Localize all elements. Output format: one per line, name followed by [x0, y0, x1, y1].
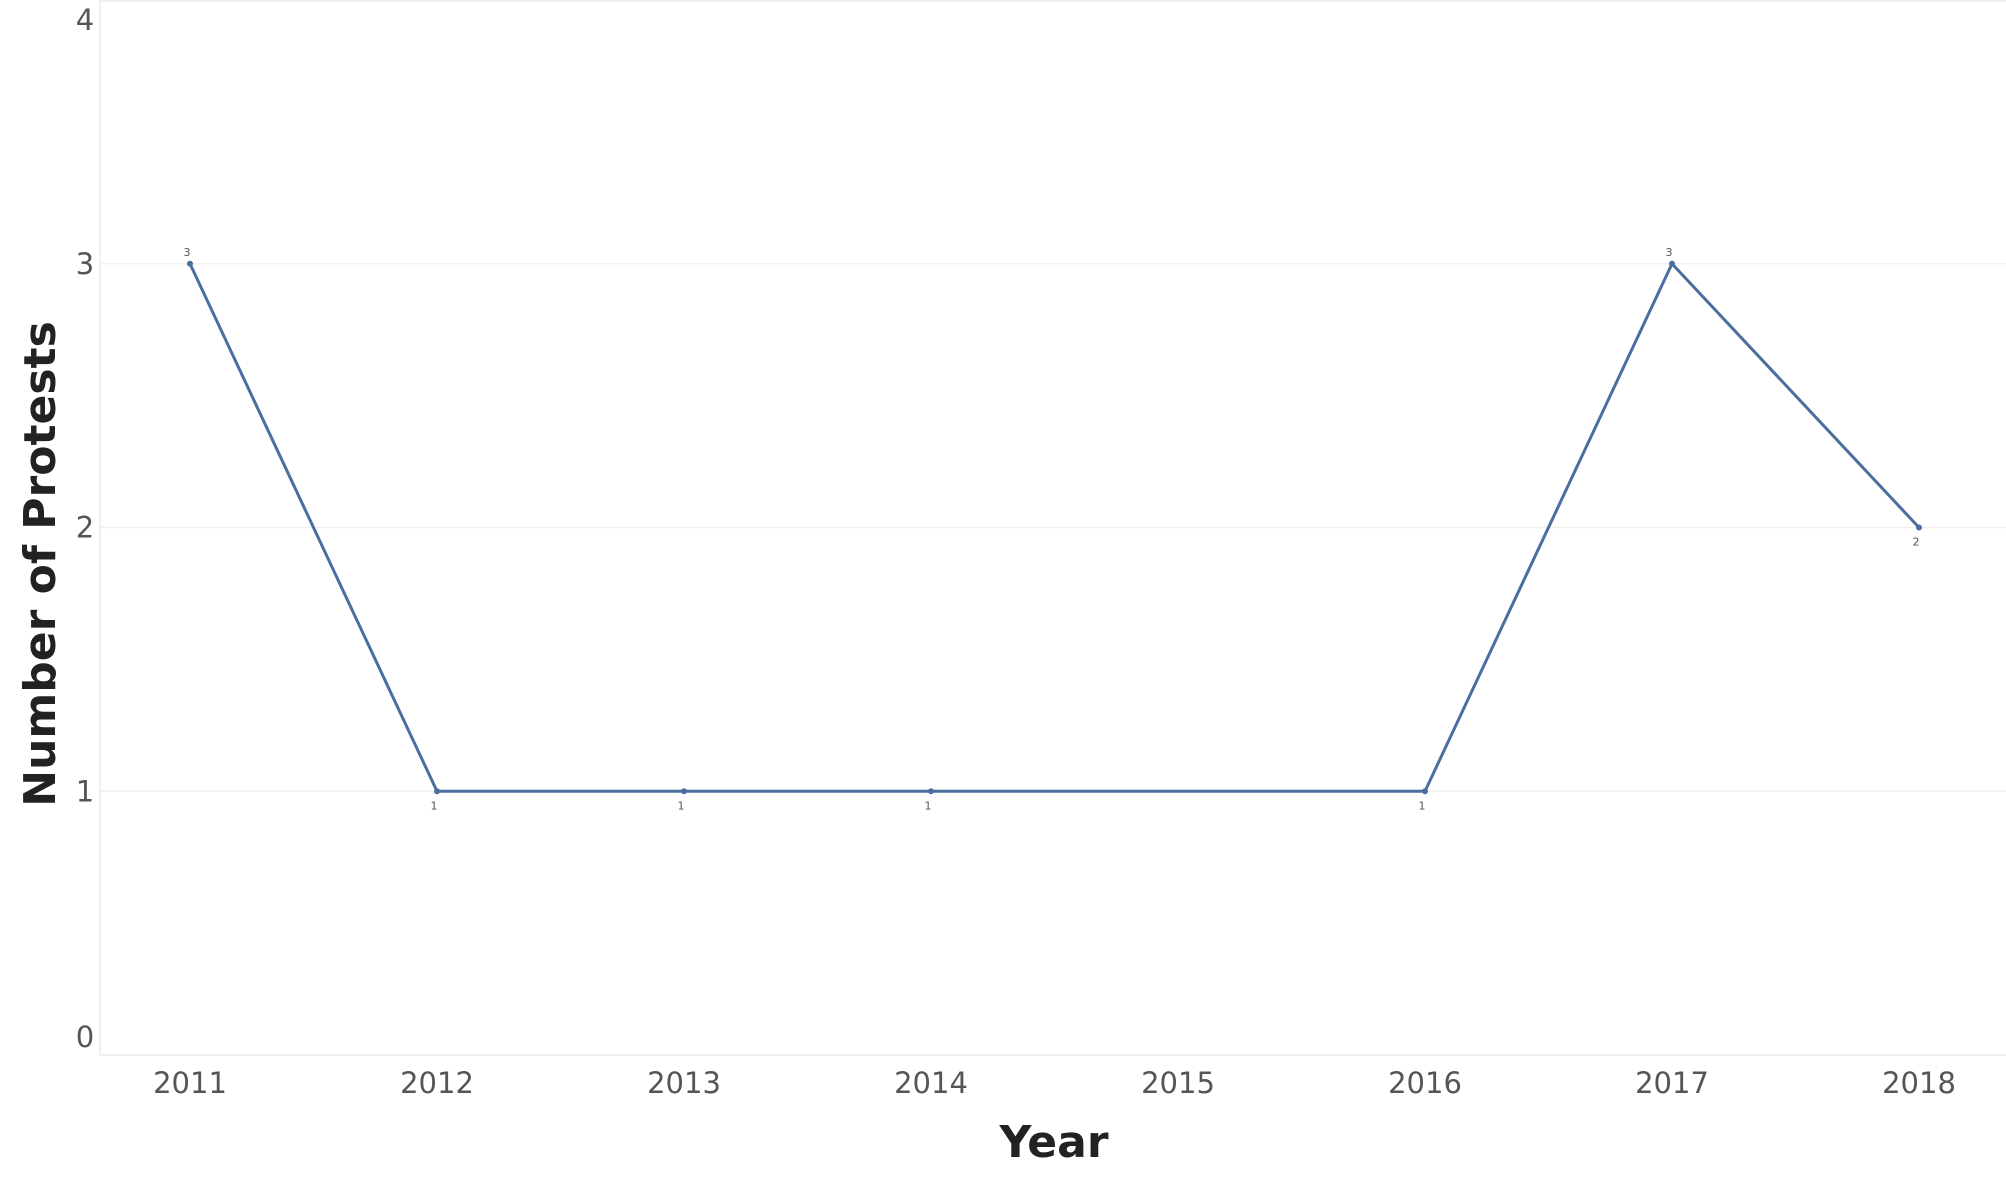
data-point — [681, 788, 687, 795]
data-label: 2 — [1913, 536, 1920, 549]
data-label: 1 — [431, 799, 438, 812]
data-label: 1 — [1419, 799, 1426, 812]
data-point — [928, 788, 934, 795]
x-tick-label: 2017 — [1635, 1066, 1709, 1100]
x-tick-label: 2016 — [1388, 1066, 1462, 1100]
x-tick-label: 2013 — [647, 1066, 721, 1100]
y-tick-label: 2 — [76, 511, 94, 545]
data-labels: 3 1 1 1 1 3 2 — [184, 246, 1920, 813]
x-tick-label: 2011 — [153, 1066, 227, 1100]
x-tick-label: 2012 — [400, 1066, 474, 1100]
data-label: 3 — [1666, 246, 1673, 259]
y-tick-label: 4 — [76, 3, 94, 37]
data-point — [1916, 524, 1922, 531]
gridlines — [100, 263, 2006, 792]
series-layer — [187, 260, 1922, 795]
data-point — [1669, 260, 1675, 267]
x-axis-ticks: 2011 2012 2013 2014 2015 2016 2017 2018 — [153, 1066, 1956, 1100]
data-point — [434, 788, 440, 795]
x-tick-label: 2018 — [1882, 1066, 1956, 1100]
data-point — [187, 260, 193, 267]
data-label: 1 — [925, 799, 932, 812]
y-tick-label: 3 — [76, 247, 94, 281]
x-axis-title: Year — [998, 1117, 1108, 1168]
y-tick-label: 0 — [76, 1020, 94, 1054]
x-tick-label: 2014 — [894, 1066, 968, 1100]
y-tick-label: 1 — [76, 774, 94, 808]
data-point — [1422, 788, 1428, 795]
data-label: 1 — [678, 799, 685, 812]
data-label: 3 — [184, 246, 191, 259]
axes — [99, 0, 2006, 1056]
y-axis-title: Number of Protests — [15, 321, 66, 807]
x-tick-label: 2015 — [1141, 1066, 1215, 1100]
y-axis-ticks: 0 1 2 3 4 — [76, 3, 94, 1054]
